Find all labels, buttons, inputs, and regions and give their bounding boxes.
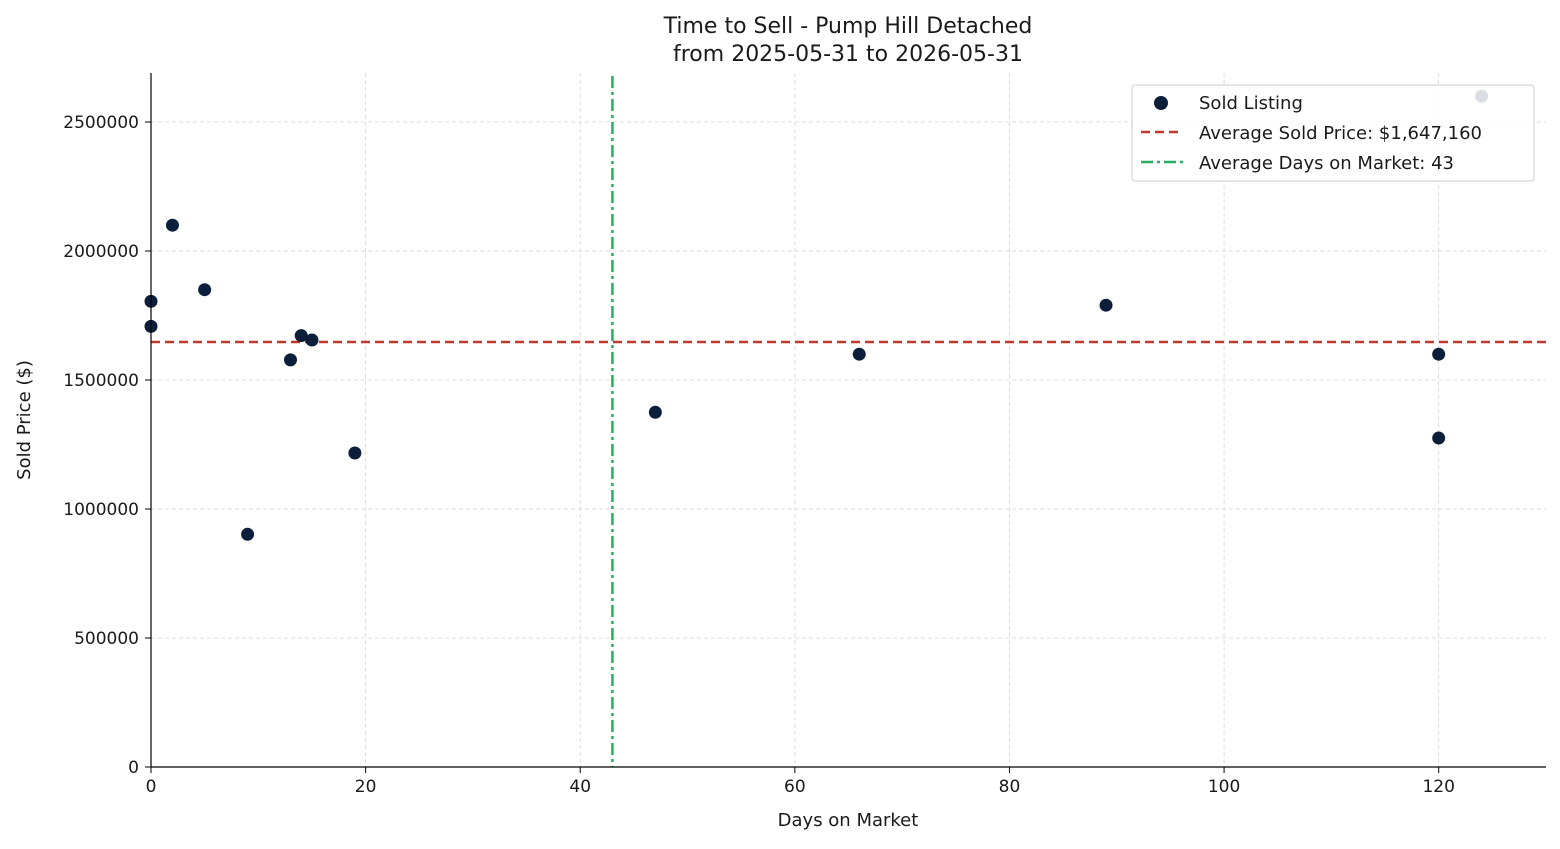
y-tick-label: 1000000: [63, 500, 139, 520]
data-point: [348, 446, 362, 460]
chart-subtitle: from 2025-05-31 to 2026-05-31: [673, 42, 1023, 67]
data-point: [284, 353, 297, 367]
x-tick-label: 20: [355, 777, 377, 797]
x-tick-label: 120: [1422, 777, 1454, 797]
data-point: [852, 347, 866, 361]
data-points: [144, 89, 1489, 541]
data-point: [165, 218, 179, 232]
tick-labels: 0 20 40 60 80 100 120 0 500000 1000000 1500000 2000…: [63, 113, 1455, 797]
legend-label-average-price: Average Sold Price: $1,647,160: [1199, 123, 1482, 144]
data-point: [305, 333, 319, 347]
y-axis-label: Sold Price ($): [14, 360, 35, 480]
data-point: [198, 283, 212, 297]
y-tick-label: 1500000: [63, 371, 139, 391]
data-point: [1432, 431, 1446, 445]
x-axis-label: Days on Market: [778, 810, 919, 831]
x-tick-label: 40: [569, 777, 591, 797]
x-tick-label: 100: [1208, 777, 1240, 797]
legend-label-sold-listing: Sold Listing: [1199, 93, 1303, 114]
chart-title: Time to Sell - Pump Hill Detached: [663, 14, 1033, 39]
data-point: [1099, 298, 1113, 312]
x-tick-label: 80: [999, 777, 1021, 797]
legend-label-average-days: Average Days on Market: 43: [1199, 153, 1454, 174]
reference-lines: [151, 76, 1546, 767]
data-point: [1432, 347, 1446, 361]
data-point: [241, 527, 255, 541]
data-point: [294, 329, 308, 343]
y-tick-label: 2000000: [63, 242, 139, 262]
x-tick-label: 0: [146, 777, 157, 797]
y-tick-label: 2500000: [63, 113, 139, 133]
legend: Sold Listing Average Sold Price: $1,647,…: [1131, 84, 1535, 182]
y-tick-label: 0: [128, 758, 139, 778]
data-point: [648, 405, 662, 419]
axes: [150, 73, 1546, 768]
legend-marker-sold-listing: [1154, 96, 1168, 110]
y-tick-label: 500000: [74, 629, 139, 649]
x-tick-label: 60: [784, 777, 806, 797]
legend-box: [1131, 84, 1535, 182]
